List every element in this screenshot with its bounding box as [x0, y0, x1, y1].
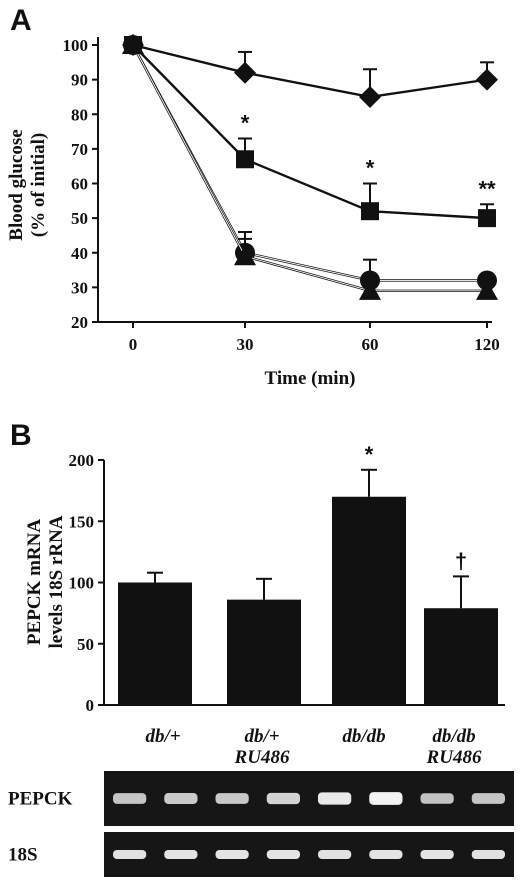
- panel-a-y-tick-label: 20: [71, 313, 88, 332]
- panel-a-point-square: [478, 209, 496, 228]
- gel-band: [164, 850, 198, 859]
- panel-b-significance-mark: *: [365, 442, 374, 467]
- gel-band: [266, 792, 300, 805]
- panel-a-series-triangle: [122, 34, 498, 300]
- panel-a-y-tick-label: 40: [71, 244, 88, 263]
- panel-b-bar: [332, 496, 406, 705]
- gel-band: [113, 793, 147, 804]
- panel-a-series-line-inner: [132, 44, 487, 292]
- panel-a-x-label: Time (min): [265, 368, 356, 389]
- panel-a-point-square: [361, 202, 379, 221]
- panel-a-point-triangle: [122, 34, 144, 54]
- panel-b-category-label: RU486: [426, 747, 482, 768]
- panel-a-point-triangle: [234, 245, 256, 266]
- panel-b-bar: [118, 582, 192, 705]
- gel-band: [471, 850, 505, 859]
- panel-a-y-label-line-1: Blood glucose: [6, 129, 27, 240]
- gel-band: [369, 792, 403, 805]
- gel-band: [164, 793, 198, 804]
- panel-a-y-tick-label: 90: [71, 71, 88, 90]
- panel-b-y-tick-label: 200: [69, 451, 95, 470]
- gel-band: [113, 850, 147, 859]
- gel-band: [266, 850, 300, 859]
- panel-b-bar: [227, 599, 301, 705]
- gel-row-label: PEPCK: [8, 789, 73, 810]
- panel-a-significance-mark: *: [366, 156, 375, 181]
- panel-b-y-ticks: 0 50 100 150 200: [69, 451, 104, 715]
- panel-a-series-line: [131, 44, 487, 293]
- panel-a-y-tick-label: 60: [71, 175, 88, 194]
- panel-b-category-label: db/db: [342, 726, 385, 747]
- panel-a-y-tick-label: 80: [71, 105, 88, 124]
- panel-b-category-label: RU486: [234, 747, 290, 768]
- gel-row-label: 18S: [8, 845, 38, 866]
- panel-a-y-tick-label: 30: [71, 278, 88, 297]
- gel-row-18s: 18S: [8, 832, 514, 877]
- panel-b-category-label: db/db: [432, 726, 475, 747]
- panel-a-series-line-inner: [132, 44, 487, 281]
- panel-a-x-tick-label: 120: [474, 335, 500, 354]
- panel-b-bar: [424, 608, 498, 705]
- panel-b-y-label-line-2: levels 18S rRNA: [46, 515, 67, 648]
- panel-a-y-ticks: 20 30 40 50 60 70 80 90 100: [63, 36, 98, 332]
- panel-a-x-ticks: 0 30 60 120: [129, 322, 500, 354]
- panel-b-significance-mark: †: [455, 548, 467, 573]
- gel-band: [318, 850, 352, 859]
- panel-b-y-tick-label: 0: [86, 696, 95, 715]
- panel-a-point-triangle: [476, 279, 498, 300]
- panel-b-y-label-line-1: PEPCK mRNA: [24, 519, 45, 645]
- panel-a-line-chart: 20 30 40 50 60 70 80 90 100 0 30 60 120 Blood gluco…: [6, 34, 500, 389]
- panel-a-point-diamond: [476, 68, 498, 91]
- panel-a-y-tick-label: 70: [71, 140, 88, 159]
- gel-row-pepck: PEPCK: [8, 771, 514, 826]
- panel-a-y-tick-label: 100: [63, 36, 89, 55]
- panel-a-series-line: [132, 44, 488, 220]
- panel-a-series-line: [131, 44, 487, 282]
- gel-band: [420, 793, 454, 804]
- panel-a-series-line: [132, 43, 488, 99]
- panel-a-y-tick-label: 50: [71, 209, 88, 228]
- panel-b-y-tick-label: 50: [77, 635, 94, 654]
- gel-band: [471, 793, 505, 804]
- panel-a-series-diamond: [122, 34, 498, 108]
- panel-b-y-tick-label: 150: [69, 512, 95, 531]
- gel-band: [318, 792, 352, 805]
- panel-a-x-tick-label: 30: [237, 335, 254, 354]
- panel-a-y-label-line-2: (% of initial): [28, 133, 49, 238]
- panel-a-point-square: [236, 150, 254, 169]
- panel-a-point-diamond: [359, 85, 381, 108]
- gel-band: [215, 793, 249, 804]
- panel-a-significance-mark: **: [478, 176, 496, 201]
- gel-band: [215, 850, 249, 859]
- panel-a-x-tick-label: 60: [362, 335, 379, 354]
- panel-b-category-label: db/+: [244, 726, 279, 747]
- panel-b-letter: B: [10, 419, 32, 452]
- panel-a-series-circle: [123, 35, 497, 291]
- gel-image: PEPCK 18S: [8, 771, 514, 877]
- panel-a-point-triangle: [359, 279, 381, 300]
- gel-band: [369, 850, 403, 859]
- panel-a-letter: A: [10, 4, 32, 37]
- panel-a-series: ****: [122, 34, 498, 300]
- panel-a-significance-mark: *: [241, 110, 250, 135]
- panel-a-axes: [97, 37, 492, 323]
- panel-b-y-tick-label: 100: [69, 574, 95, 593]
- panel-a-x-tick-label: 0: [129, 335, 138, 354]
- panel-b-category-label: db/+: [145, 726, 180, 747]
- gel-band: [420, 850, 454, 859]
- panel-a-point-diamond: [234, 61, 256, 84]
- panel-b-bars: *†: [118, 442, 498, 705]
